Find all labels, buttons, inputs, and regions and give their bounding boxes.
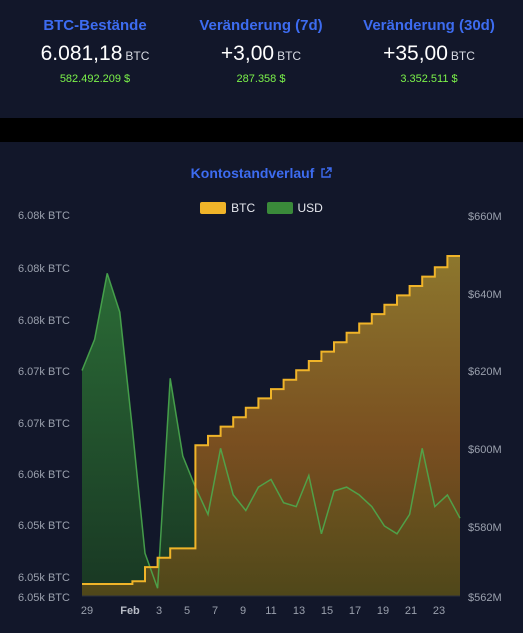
y-left-label: 6.08k BTC xyxy=(18,315,70,327)
chart-legend: BTC USD xyxy=(0,201,523,217)
legend-item-btc[interactable]: BTC xyxy=(200,201,255,215)
stat-change-30d-unit: BTC xyxy=(450,49,475,63)
stat-holdings-value: 6.081,18 BTC xyxy=(8,42,182,66)
btc-series-area xyxy=(82,256,460,596)
btc-series-line xyxy=(82,255,460,585)
stats-header: BTC-Bestände 6.081,18 BTC 582.492.209 $ V… xyxy=(0,0,523,118)
chart-title[interactable]: Kontostandverlauf xyxy=(190,165,315,181)
x-tick-label: 17 xyxy=(349,605,361,617)
stat-change-7d-amount: +3,00 xyxy=(220,42,275,65)
y-left-label: 6.07k BTC xyxy=(18,418,70,430)
stat-holdings-unit: BTC xyxy=(125,49,150,63)
x-tick-label: 9 xyxy=(240,605,246,617)
x-tick-label: 3 xyxy=(156,605,162,617)
y-right-label: $660M xyxy=(468,211,502,223)
stat-change-7d-unit: BTC xyxy=(277,49,302,63)
x-tick-label: Feb xyxy=(120,605,140,617)
y-left-label: 6.06k BTC xyxy=(18,469,70,481)
y-left-label: 6.05k BTC xyxy=(18,572,70,584)
y-left-label: 6.07k BTC xyxy=(18,366,70,378)
stat-change-7d-title: Veränderung (7d) xyxy=(199,17,323,34)
legend-label-btc: BTC xyxy=(231,201,256,215)
chart-title-link[interactable]: Kontostandverlauf xyxy=(0,165,523,182)
y-left-label: 6.08k BTC xyxy=(18,263,70,275)
x-tick-label: 23 xyxy=(433,605,445,617)
stat-change-7d-usd: 287.358 $ xyxy=(236,73,286,85)
x-tick-label: 21 xyxy=(405,605,417,617)
y-right-label: $562M xyxy=(468,592,502,604)
y-right-label: $580M xyxy=(468,522,502,534)
x-tick-label: 11 xyxy=(265,605,276,617)
x-tick-label: 7 xyxy=(212,605,218,617)
chart-areas xyxy=(81,255,461,596)
legend-swatch-btc xyxy=(200,202,227,214)
y-right-label: $620M xyxy=(468,366,502,378)
stat-change-7d-value: +3,00 BTC xyxy=(174,42,348,66)
x-tick-label: 5 xyxy=(184,605,190,617)
x-tick-label: 19 xyxy=(377,605,389,617)
stat-holdings-title: BTC-Bestände xyxy=(43,17,147,34)
y-left-label: 6.05k BTC xyxy=(18,520,70,532)
x-axis: 29 Feb 3 5 7 9 11 13 15 17 19 21 23 xyxy=(81,595,460,617)
x-tick-label: 13 xyxy=(293,605,305,617)
legend-label-usd: USD xyxy=(297,201,323,215)
stat-change-30d-amount: +35,00 xyxy=(383,42,448,65)
x-tick-label: 15 xyxy=(321,605,333,617)
x-tick-label: 29 xyxy=(81,605,93,617)
y-right-label: $600M xyxy=(468,444,502,456)
y-axis-right: $660M $640M $620M $600M $580M $562M xyxy=(468,211,502,604)
stat-change-30d-usd: 3.352.511 $ xyxy=(400,73,458,85)
usd-series-line xyxy=(81,273,461,589)
stat-holdings-usd: 582.492.209 $ xyxy=(59,73,131,85)
stat-holdings-amount: 6.081,18 xyxy=(40,42,123,65)
y-right-label: $640M xyxy=(468,289,502,301)
section-divider xyxy=(0,118,523,142)
legend-item-usd[interactable]: USD xyxy=(266,201,323,215)
stat-change-30d-title: Veränderung (30d) xyxy=(363,17,495,34)
legend-swatch-usd xyxy=(266,202,293,214)
stat-change-30d-value: +35,00 BTC xyxy=(342,42,516,66)
y-axis-left: 6.08k BTC 6.08k BTC 6.08k BTC 6.07k BTC 6.07… xyxy=(18,210,70,604)
y-left-label: 6.08k BTC xyxy=(18,210,70,222)
external-link-icon[interactable] xyxy=(320,166,333,182)
y-left-label: 6.05k BTC xyxy=(18,592,70,604)
